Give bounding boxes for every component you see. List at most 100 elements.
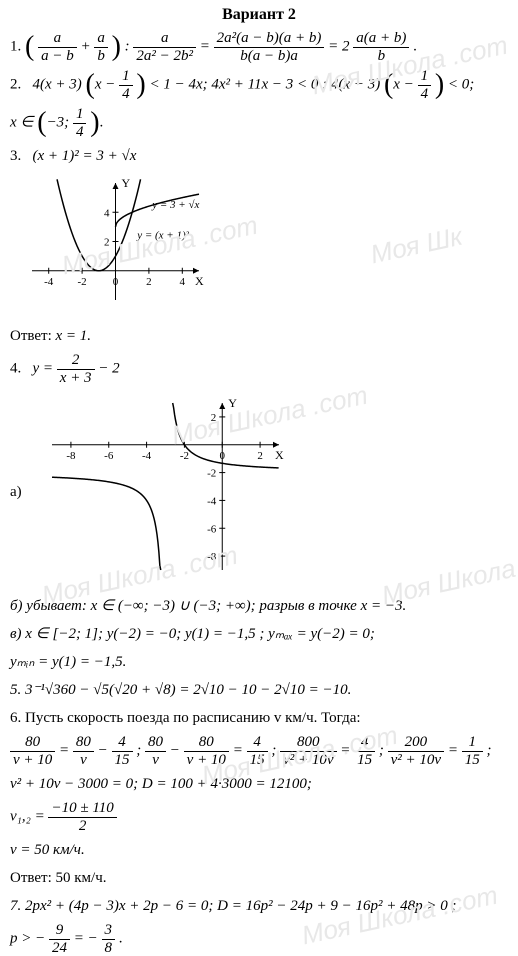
svg-text:-4: -4 bbox=[44, 276, 54, 288]
p1-num: 1. bbox=[10, 38, 21, 54]
text: (x + 1)² = 3 + √x bbox=[33, 148, 137, 164]
text: −3; bbox=[47, 114, 70, 130]
op: = bbox=[55, 742, 73, 758]
p2-num: 2. bbox=[10, 76, 21, 92]
svg-text:y = 3 + √x: y = 3 + √x bbox=[151, 199, 199, 211]
svg-text:X: X bbox=[195, 274, 204, 288]
problem-6-l4: v₁,₂ = −10 ± 1102 bbox=[10, 800, 508, 834]
frac: 115 bbox=[462, 734, 483, 768]
problem-4b: б) убывает: x ∈ (−∞; −3) ∪ (−3; +∞); раз… bbox=[10, 594, 508, 618]
svg-text:-8: -8 bbox=[207, 551, 217, 563]
text: . bbox=[100, 114, 104, 130]
frac-num: 2a²(a − b)(a + b) bbox=[214, 30, 325, 48]
p4-a-label: а) bbox=[10, 484, 22, 501]
answer-value: x = 1. bbox=[56, 328, 92, 344]
frac-num: 3 bbox=[102, 922, 116, 940]
frac-den: b bbox=[94, 48, 108, 65]
frac-num: a(a + b) bbox=[353, 30, 409, 48]
problem-6-l5: v = 50 км/ч. bbox=[10, 838, 508, 862]
problem-4: 4. y = 2x + 3 − 2 bbox=[10, 352, 508, 386]
svg-text:-6: -6 bbox=[104, 450, 114, 462]
op: ; bbox=[268, 742, 281, 758]
svg-text:-8: -8 bbox=[66, 450, 76, 462]
problem-6-l1: 6. Пусть скорость поезда по расписанию v… bbox=[10, 706, 508, 730]
frac-den: 2 bbox=[48, 818, 116, 835]
frac-den: x + 3 bbox=[57, 370, 95, 387]
text: − 2 bbox=[98, 360, 119, 376]
frac-den: a − b bbox=[38, 48, 77, 65]
problem-3-answer: Ответ: x = 1. bbox=[10, 324, 508, 348]
frac-num: 9 bbox=[49, 922, 70, 940]
text: < 0; bbox=[448, 76, 474, 92]
frac-num: a bbox=[94, 30, 108, 48]
frac-den: 8 bbox=[102, 940, 116, 956]
problem-2: 2. 4(x + 3) (x − 14 ) < 1 − 4x; 4x² + 11… bbox=[10, 68, 508, 102]
frac-num: 1 bbox=[119, 68, 133, 86]
svg-text:-2: -2 bbox=[207, 468, 216, 480]
op: − bbox=[166, 742, 184, 758]
frac-num: −10 ± 110 bbox=[48, 800, 116, 818]
op: ; bbox=[133, 742, 146, 758]
frac: 80v + 10 bbox=[184, 734, 229, 768]
problem-7-l2: p > − 924 = − 38 . bbox=[10, 922, 508, 956]
chart-2: -8-6-4-202-8-6-4-22XY bbox=[30, 392, 290, 592]
svg-text:4: 4 bbox=[104, 207, 110, 219]
problem-2-interval: x ∈ (−3; 14 ). bbox=[10, 106, 508, 140]
problem-1: 1. ( aa − b + ab ) : a2a² − 2b² = 2a²(a … bbox=[10, 30, 508, 64]
svg-text:-2: -2 bbox=[179, 450, 188, 462]
text: y = bbox=[33, 360, 54, 376]
frac: 80v bbox=[145, 734, 166, 768]
problem-5: 5. 3⁻¹√360 − √5(√20 + √8) = 2√10 − 10 − … bbox=[10, 678, 508, 702]
frac-num: 1 bbox=[418, 68, 432, 86]
text: . bbox=[413, 38, 417, 54]
frac-den: 24 bbox=[49, 940, 70, 956]
text: . bbox=[119, 930, 123, 946]
problem-6-l3: v² + 10v − 3000 = 0; D = 100 + 4·3000 = … bbox=[10, 772, 508, 796]
problem-6-l6: Ответ: 50 км/ч. bbox=[10, 866, 508, 890]
frac-den: 4 bbox=[119, 86, 133, 103]
frac: 415 bbox=[112, 734, 133, 768]
frac: 800v² + 10v bbox=[280, 734, 336, 768]
svg-text:2: 2 bbox=[104, 237, 110, 249]
svg-text:4: 4 bbox=[180, 276, 186, 288]
frac-num: a bbox=[38, 30, 77, 48]
svg-text:-4: -4 bbox=[142, 450, 152, 462]
op: = bbox=[337, 742, 355, 758]
svg-text:2: 2 bbox=[257, 450, 263, 462]
text: = 2 bbox=[328, 38, 349, 54]
svg-text:Y: Y bbox=[122, 176, 131, 190]
svg-text:2: 2 bbox=[210, 412, 216, 424]
op: ; bbox=[375, 742, 388, 758]
frac: 80v + 10 bbox=[10, 734, 55, 768]
svg-text:-4: -4 bbox=[207, 495, 217, 507]
op: ; bbox=[483, 742, 492, 758]
svg-text:-2: -2 bbox=[78, 276, 87, 288]
svg-text:0: 0 bbox=[219, 450, 225, 462]
svg-text:2: 2 bbox=[146, 276, 152, 288]
op: − bbox=[94, 742, 112, 758]
op: = bbox=[444, 742, 462, 758]
frac-num: 2 bbox=[57, 352, 95, 370]
frac: 415 bbox=[247, 734, 268, 768]
problem-6-seq: 80v + 10 = 80v − 415 ; 80v − 80v + 10 = … bbox=[10, 734, 508, 768]
frac-den: 4 bbox=[73, 124, 87, 141]
frac-num: 1 bbox=[73, 106, 87, 124]
p3-num: 3. bbox=[10, 148, 21, 164]
svg-text:0: 0 bbox=[113, 276, 119, 288]
p4-num: 4. bbox=[10, 360, 21, 376]
problem-4c-2: yₘᵢₙ = y(1) = −1,5. bbox=[10, 650, 508, 674]
text: < 1 − 4x; 4x² + 11x − 3 < 0 ; 4(x − 3) bbox=[149, 76, 380, 92]
frac: 415 bbox=[354, 734, 375, 768]
frac-den: 4 bbox=[418, 86, 432, 103]
text: v₁,₂ = bbox=[10, 808, 45, 824]
text: p > − bbox=[10, 930, 45, 946]
problem-7-l1: 7. 2px² + (4p − 3)x + 2p − 6 = 0; D = 16… bbox=[10, 894, 508, 918]
svg-text:Y: Y bbox=[228, 396, 237, 410]
text: x ∈ bbox=[10, 114, 33, 130]
chart-1: -4-202424XYy = 3 + √xy = (x + 1)² bbox=[10, 172, 508, 322]
frac-den: 2a² − 2b² bbox=[133, 48, 196, 65]
problem-4c-1: в) x ∈ [−2; 1]; y(−2) = −0; y(1) = −1,5 … bbox=[10, 622, 508, 646]
answer-label: Ответ: bbox=[10, 328, 52, 344]
frac-den: b(a − b)a bbox=[214, 48, 325, 65]
svg-text:-6: -6 bbox=[207, 523, 217, 535]
